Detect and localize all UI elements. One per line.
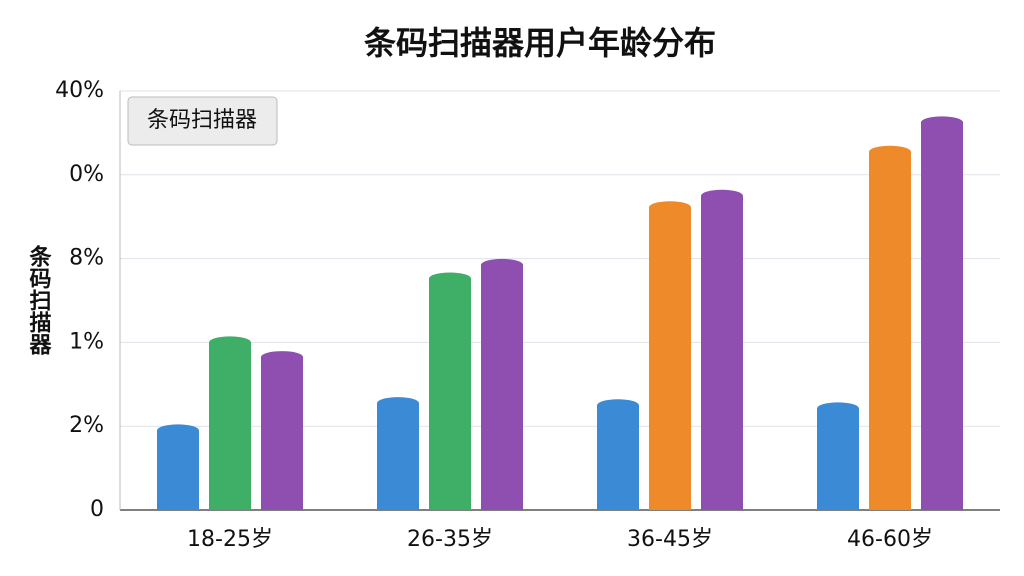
y-tick-label: 40% <box>55 78 104 103</box>
chart-title: 条码扫描器用户年龄分布 <box>364 24 716 62</box>
y-axis-label: 条码扫描器 <box>26 244 53 356</box>
x-tick-label: 36-45岁 <box>627 527 713 552</box>
x-tick-label: 46-60岁 <box>847 527 933 552</box>
bar <box>481 258 523 510</box>
x-tick-label: 26-35岁 <box>407 527 493 552</box>
bar <box>157 424 199 510</box>
y-tick-label: 2% <box>69 413 104 438</box>
legend-box <box>127 96 278 146</box>
bar <box>377 397 419 510</box>
x-tick-label: 18-25岁 <box>187 527 273 552</box>
y-tick-label: 0 <box>90 497 104 522</box>
y-tick-label: 1% <box>69 329 104 354</box>
bar <box>429 272 471 510</box>
y-tick-label: 8% <box>69 246 104 271</box>
bar <box>701 189 743 510</box>
bar <box>921 116 963 511</box>
bar <box>209 336 251 510</box>
bar <box>869 145 911 510</box>
bar <box>817 402 859 510</box>
bar <box>597 399 639 510</box>
legend-label: 条码扫描器 <box>147 108 257 133</box>
y-tick-label: 0% <box>69 162 104 187</box>
bar <box>261 351 303 510</box>
bar <box>649 201 691 510</box>
